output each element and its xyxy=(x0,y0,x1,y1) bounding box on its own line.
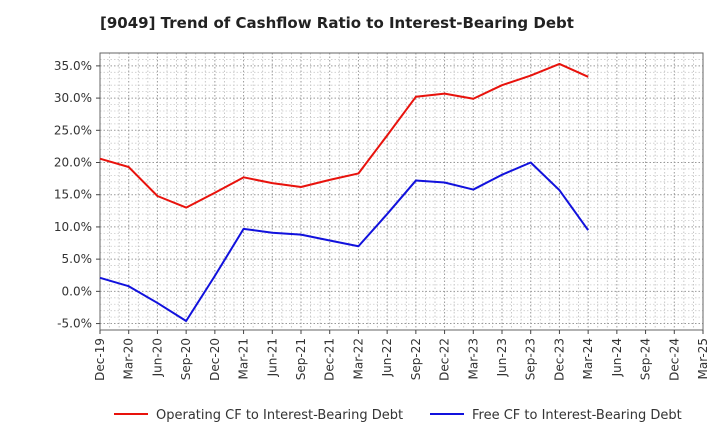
x-tick-label: Sep-21 xyxy=(294,338,308,380)
legend: Operating CF to Interest-Bearing Debt Fre… xyxy=(114,408,682,423)
legend-label-1: Operating CF to Interest-Bearing Debt xyxy=(156,408,403,423)
x-tick-label: Jun-20 xyxy=(150,338,164,377)
plot-area-frame xyxy=(99,52,704,331)
x-tick-label: Jun-23 xyxy=(495,338,509,377)
x-tick-label: Sep-20 xyxy=(179,338,193,380)
series-line-2 xyxy=(99,161,589,322)
x-axis: Dec-19 Mar-20 Jun-20 Sep-20 Dec-20 Mar-21 Jun-… xyxy=(93,330,710,381)
y-tick-label: 5.0% xyxy=(62,252,93,266)
x-tick-label: Mar-24 xyxy=(581,338,595,379)
y-tick-label: 35.0% xyxy=(54,59,92,73)
x-tick-label: Dec-22 xyxy=(438,338,452,381)
x-tick-label: Mar-23 xyxy=(466,338,480,379)
y-tick-label: 15.0% xyxy=(54,188,92,202)
grid-lines xyxy=(99,52,704,331)
x-tick-label: Mar-20 xyxy=(122,338,136,379)
x-tick-label: Jun-22 xyxy=(380,338,394,377)
x-tick-label: Dec-21 xyxy=(323,338,337,381)
x-tick-label: Mar-21 xyxy=(237,338,251,379)
y-tick-label: 25.0% xyxy=(54,123,92,137)
x-tick-label: Dec-24 xyxy=(667,338,681,381)
x-tick-label: Mar-25 xyxy=(696,338,710,379)
y-tick-label: -5.0% xyxy=(57,317,92,331)
x-tick-label: Sep-23 xyxy=(524,338,538,380)
y-tick-label: 30.0% xyxy=(54,91,92,105)
x-tick-label: Dec-19 xyxy=(93,338,107,381)
x-tick-label: Dec-20 xyxy=(208,338,222,381)
y-axis: -5.0% 0.0% 5.0% 10.0% 15.0% 20.0% 25.0% 30.0% 35… xyxy=(54,59,100,331)
series-layer xyxy=(99,62,589,322)
x-tick-label: Mar-22 xyxy=(351,338,365,379)
x-tick-label: Jun-24 xyxy=(610,338,624,377)
y-tick-label: 20.0% xyxy=(54,156,92,170)
series-line-1 xyxy=(99,62,589,209)
y-tick-label: 10.0% xyxy=(54,220,92,234)
x-tick-label: Jun-21 xyxy=(265,338,279,377)
x-tick-label: Sep-24 xyxy=(639,338,653,380)
x-tick-label: Dec-23 xyxy=(552,338,566,381)
y-tick-label: 0.0% xyxy=(62,284,93,298)
chart-title: [9049] Trend of Cashflow Ratio to Intere… xyxy=(100,14,574,32)
x-tick-label: Sep-22 xyxy=(409,338,423,380)
legend-label-2: Free CF to Interest-Bearing Debt xyxy=(472,408,682,423)
